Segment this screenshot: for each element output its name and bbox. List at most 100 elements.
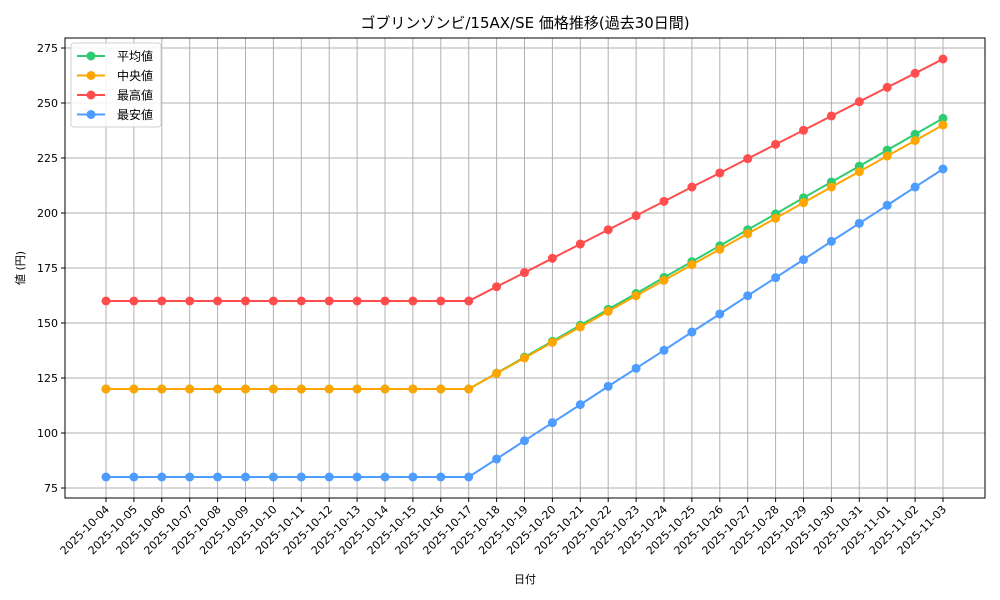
data-point bbox=[771, 213, 781, 223]
data-point bbox=[241, 296, 250, 306]
data-point bbox=[241, 472, 250, 482]
y-tick-label: 250 bbox=[37, 97, 58, 110]
data-point bbox=[352, 296, 362, 306]
data-point bbox=[241, 384, 250, 394]
data-point bbox=[492, 368, 502, 378]
y-tick-label: 75 bbox=[44, 482, 58, 495]
data-point bbox=[687, 260, 697, 270]
data-point bbox=[129, 472, 139, 482]
data-point bbox=[185, 296, 195, 306]
data-point bbox=[826, 111, 836, 121]
data-point bbox=[352, 472, 362, 482]
data-point bbox=[129, 384, 139, 394]
legend-item: 平均値 bbox=[77, 49, 153, 64]
data-point bbox=[268, 296, 278, 306]
data-point bbox=[380, 472, 390, 482]
data-point bbox=[826, 236, 836, 246]
y-axis-ticks: 75 100 125 150 175 200 225 250 275 bbox=[37, 42, 65, 495]
data-point bbox=[408, 472, 418, 482]
data-point bbox=[882, 200, 892, 210]
y-tick-label: 100 bbox=[37, 427, 58, 440]
data-point bbox=[771, 139, 781, 149]
data-point bbox=[882, 151, 892, 161]
x-axis-label: 日付 bbox=[514, 573, 536, 586]
chart-title: ゴブリンゾンビ/15AX/SE 価格推移(過去30日間) bbox=[360, 14, 689, 32]
y-tick-label: 275 bbox=[37, 42, 58, 55]
grid-lines bbox=[65, 38, 985, 498]
data-point bbox=[715, 168, 725, 178]
data-point bbox=[324, 296, 334, 306]
legend-label: 中央値 bbox=[117, 68, 153, 83]
data-point bbox=[910, 136, 920, 146]
legend-label: 平均値 bbox=[117, 49, 153, 64]
data-point bbox=[743, 229, 753, 239]
data-point bbox=[185, 384, 195, 394]
y-tick-label: 225 bbox=[37, 152, 58, 165]
data-point bbox=[213, 384, 223, 394]
data-point bbox=[296, 384, 306, 394]
data-point bbox=[659, 196, 669, 206]
data-point bbox=[659, 275, 669, 285]
data-point bbox=[882, 82, 892, 92]
data-point bbox=[296, 472, 306, 482]
data-point bbox=[575, 322, 585, 332]
data-point bbox=[324, 384, 334, 394]
y-tick-label: 125 bbox=[37, 372, 58, 385]
data-point bbox=[380, 384, 390, 394]
x-axis-ticks: 2025-10-042025-10-052025-10-062025-10-07… bbox=[58, 498, 949, 557]
data-point bbox=[854, 97, 864, 107]
data-point bbox=[380, 296, 390, 306]
data-point bbox=[547, 337, 557, 347]
data-point bbox=[715, 309, 725, 319]
data-point bbox=[799, 255, 808, 265]
data-point bbox=[520, 268, 529, 278]
data-point bbox=[436, 384, 446, 394]
y-axis-label: 値 (円) bbox=[14, 251, 27, 285]
legend-item: 最安値 bbox=[77, 107, 153, 122]
data-point bbox=[575, 239, 585, 249]
data-point bbox=[631, 291, 641, 301]
data-point bbox=[687, 327, 697, 337]
data-point bbox=[854, 167, 864, 177]
data-point bbox=[520, 353, 529, 363]
data-point bbox=[520, 436, 529, 446]
data-point bbox=[157, 296, 167, 306]
data-point bbox=[129, 296, 139, 306]
data-point bbox=[464, 296, 474, 306]
data-series bbox=[101, 54, 948, 482]
y-tick-label: 175 bbox=[37, 262, 58, 275]
data-point bbox=[575, 400, 585, 410]
data-point bbox=[715, 244, 725, 254]
data-point bbox=[910, 129, 920, 139]
data-point bbox=[938, 54, 948, 64]
data-point bbox=[799, 125, 808, 135]
series-line bbox=[101, 164, 948, 482]
data-point bbox=[771, 273, 781, 283]
data-point bbox=[213, 472, 223, 482]
data-point bbox=[938, 113, 948, 123]
data-point bbox=[547, 418, 557, 428]
data-point bbox=[157, 384, 167, 394]
data-point bbox=[436, 296, 446, 306]
legend-label: 最高値 bbox=[117, 88, 153, 103]
data-point bbox=[464, 472, 474, 482]
data-point bbox=[436, 472, 446, 482]
data-point bbox=[826, 182, 836, 192]
data-point bbox=[464, 384, 474, 394]
data-point bbox=[687, 182, 697, 192]
series-line bbox=[101, 120, 948, 394]
legend-item: 最高値 bbox=[77, 88, 153, 103]
data-point bbox=[603, 225, 613, 235]
y-tick-label: 150 bbox=[37, 317, 58, 330]
legend-label: 最安値 bbox=[117, 107, 153, 122]
data-point bbox=[213, 296, 223, 306]
data-point bbox=[352, 384, 362, 394]
data-point bbox=[408, 296, 418, 306]
data-point bbox=[938, 164, 948, 174]
data-point bbox=[910, 68, 920, 78]
data-point bbox=[185, 472, 195, 482]
data-point bbox=[631, 363, 641, 373]
legend-item: 中央値 bbox=[77, 68, 153, 83]
